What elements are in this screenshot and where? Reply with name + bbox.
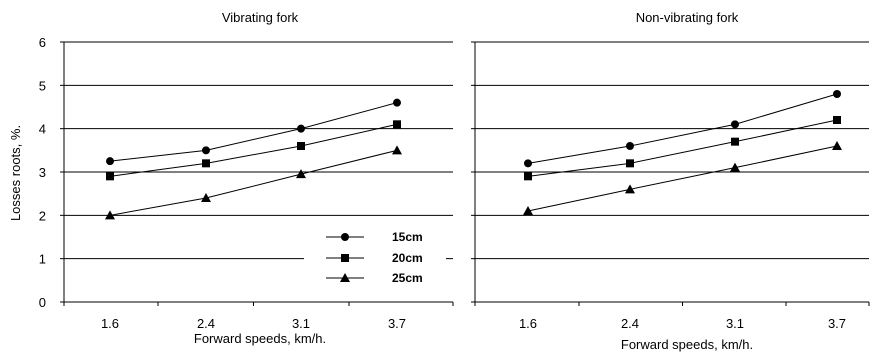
point-15cm-0 bbox=[524, 159, 532, 168]
x-tick-label: 2.4 bbox=[197, 316, 215, 331]
x-tick-label: 1.6 bbox=[519, 316, 537, 331]
y-tick-label: 4 bbox=[39, 122, 46, 137]
series-line-25cm bbox=[527, 145, 838, 212]
y-tick-label: 3 bbox=[39, 165, 46, 180]
point-25cm-1 bbox=[201, 193, 211, 202]
point-20cm-3 bbox=[833, 116, 841, 124]
chart-title: Non-vibrating fork bbox=[636, 10, 739, 25]
chart-panel-2: 1.6 2.4 3.1 3.7 Non-vibrating fork Forward sp… bbox=[471, 10, 870, 352]
x-axis-label: Forward speeds, km/h. bbox=[194, 331, 326, 346]
point-20cm-3 bbox=[393, 120, 401, 129]
chart-title: Vibrating fork bbox=[222, 10, 299, 25]
x-tick-label: 3.7 bbox=[388, 316, 406, 331]
y-tick-label: 5 bbox=[39, 78, 46, 93]
point-15cm-3 bbox=[393, 98, 401, 107]
point-20cm-1 bbox=[626, 159, 634, 168]
point-15cm-0 bbox=[106, 157, 114, 166]
point-25cm-3 bbox=[832, 141, 842, 150]
series-line-15cm bbox=[109, 102, 398, 162]
point-20cm-0 bbox=[106, 172, 114, 181]
x-axis-label: Forward speeds, km/h. bbox=[621, 337, 753, 352]
x-tick-label: 3.1 bbox=[726, 316, 744, 331]
y-tick-label: 0 bbox=[39, 295, 46, 310]
y-tick-label: 2 bbox=[39, 208, 46, 223]
y-tick-label: 6 bbox=[39, 35, 46, 50]
point-25cm-2 bbox=[296, 169, 306, 179]
point-20cm-2 bbox=[297, 142, 305, 150]
point-15cm-2 bbox=[731, 120, 739, 129]
point-legend-15cm-0 bbox=[341, 233, 349, 241]
legend: 15cm 20cm 25cm bbox=[304, 225, 446, 289]
point-15cm-2 bbox=[297, 124, 305, 133]
point-15cm-1 bbox=[626, 142, 634, 150]
point-15cm-3 bbox=[833, 90, 841, 98]
point-25cm-0 bbox=[523, 206, 533, 215]
legend-box bbox=[304, 225, 446, 289]
series-line-20cm bbox=[527, 119, 838, 177]
x-tick-label: 3.7 bbox=[828, 316, 846, 331]
point-legend-25cm-0 bbox=[340, 273, 350, 282]
chart-panel-1: 0 1 2 3 4 5 6 1.6 2.4 3.1 3.7 Vibrating fork Forward… bbox=[39, 10, 454, 346]
series-line-15cm bbox=[527, 93, 838, 164]
legend-label: 25cm bbox=[392, 271, 423, 285]
legend-label: 20cm bbox=[392, 251, 423, 265]
point-15cm-1 bbox=[202, 146, 210, 155]
point-25cm-1 bbox=[625, 184, 635, 194]
y-axis-label: Losses roots, %. bbox=[8, 125, 23, 221]
point-20cm-1 bbox=[202, 159, 210, 168]
legend-label: 15cm bbox=[392, 230, 423, 244]
x-tick-label: 1.6 bbox=[101, 316, 119, 331]
series-line-20cm bbox=[109, 123, 398, 177]
series-line-25cm bbox=[109, 149, 398, 216]
point-legend-20cm-0 bbox=[341, 254, 349, 262]
point-25cm-3 bbox=[392, 145, 402, 155]
point-25cm-0 bbox=[105, 210, 115, 220]
point-20cm-2 bbox=[731, 137, 739, 146]
point-25cm-2 bbox=[730, 162, 740, 172]
point-20cm-0 bbox=[524, 172, 532, 181]
x-tick-label: 2.4 bbox=[621, 316, 639, 331]
y-tick-label: 1 bbox=[39, 252, 46, 267]
x-tick-label: 3.1 bbox=[292, 316, 310, 331]
